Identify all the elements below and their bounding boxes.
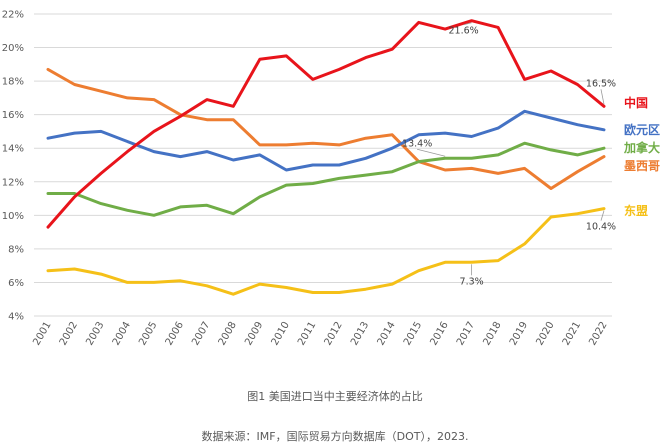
x-tick-label: 2010: [270, 320, 292, 348]
legend-label: 中国: [624, 95, 648, 110]
x-tick-label: 2021: [561, 320, 583, 348]
y-tick-label: 8%: [8, 244, 24, 255]
x-tick-label: 2008: [217, 320, 239, 348]
data-label: 13.4%: [402, 138, 432, 149]
x-tick-label: 2019: [508, 320, 530, 348]
x-tick-label: 2004: [111, 320, 133, 348]
x-tick-label: 2022: [587, 320, 609, 348]
y-tick-label: 16%: [2, 110, 24, 121]
y-axis: 4% 6% 8% 10% 12% 14% 16% 18% 20% 22%: [2, 10, 24, 323]
data-label: 16.5%: [586, 78, 616, 89]
annotation-leader: [600, 210, 605, 221]
data-label: 7.3%: [460, 276, 484, 287]
x-tick-label: 2014: [376, 320, 398, 348]
legend-label: 欧元区: [624, 122, 660, 137]
x-tick-label: 2017: [455, 320, 477, 348]
figure-caption: 图1 美国进口当中主要经济体的占比: [247, 390, 423, 403]
legend-label: 加拿大: [623, 140, 660, 155]
legend-label: 东盟: [624, 203, 648, 218]
y-tick-label: 6%: [8, 278, 24, 289]
x-tick-label: 2009: [243, 320, 265, 348]
data-source-note: 数据来源：IMF，国际贸易方向数据库（DOT），2023.: [201, 430, 469, 443]
x-tick-label: 2007: [190, 320, 212, 348]
x-tick-label: 2013: [349, 320, 371, 348]
y-tick-label: 12%: [2, 177, 24, 188]
data-annotations: 21.6% 16.5% 13.4% 7.3% 10.4%: [402, 22, 616, 287]
x-tick-label: 2012: [323, 320, 345, 348]
annotation-leader: [463, 22, 472, 26]
legend-label: 墨西哥: [624, 159, 660, 173]
y-tick-label: 22%: [2, 10, 24, 21]
series-line-中国: [46, 19, 606, 229]
x-tick-label: 2001: [31, 320, 53, 348]
y-tick-label: 18%: [2, 77, 24, 88]
x-tick-label: 2018: [481, 320, 503, 348]
series-line-东盟: [46, 207, 606, 296]
x-tick-label: 2006: [164, 320, 186, 348]
x-tick-label: 2020: [534, 320, 556, 348]
data-label: 21.6%: [449, 26, 479, 37]
annotation-leader: [417, 148, 446, 157]
annotation-leader: [600, 89, 605, 105]
x-tick-label: 2015: [402, 320, 424, 348]
y-tick-label: 4%: [8, 312, 24, 323]
x-tick-label: 2011: [296, 320, 318, 348]
x-tick-label: 2016: [428, 320, 450, 348]
x-axis: 2001 2002 2003 2004 2005 2006 2007 2008 2009 2010…: [31, 320, 609, 348]
x-tick-label: 2005: [137, 320, 159, 348]
series-line-加拿大: [46, 141, 606, 217]
series-line-墨西哥: [46, 67, 606, 190]
data-label: 10.4%: [586, 222, 616, 233]
x-tick-label: 2002: [58, 320, 80, 348]
y-tick-label: 20%: [2, 43, 24, 54]
series-line-欧元区: [46, 109, 606, 172]
y-tick-label: 10%: [2, 211, 24, 222]
y-tick-label: 14%: [2, 144, 24, 155]
series-lines: [46, 19, 606, 296]
x-tick-label: 2003: [84, 320, 106, 348]
